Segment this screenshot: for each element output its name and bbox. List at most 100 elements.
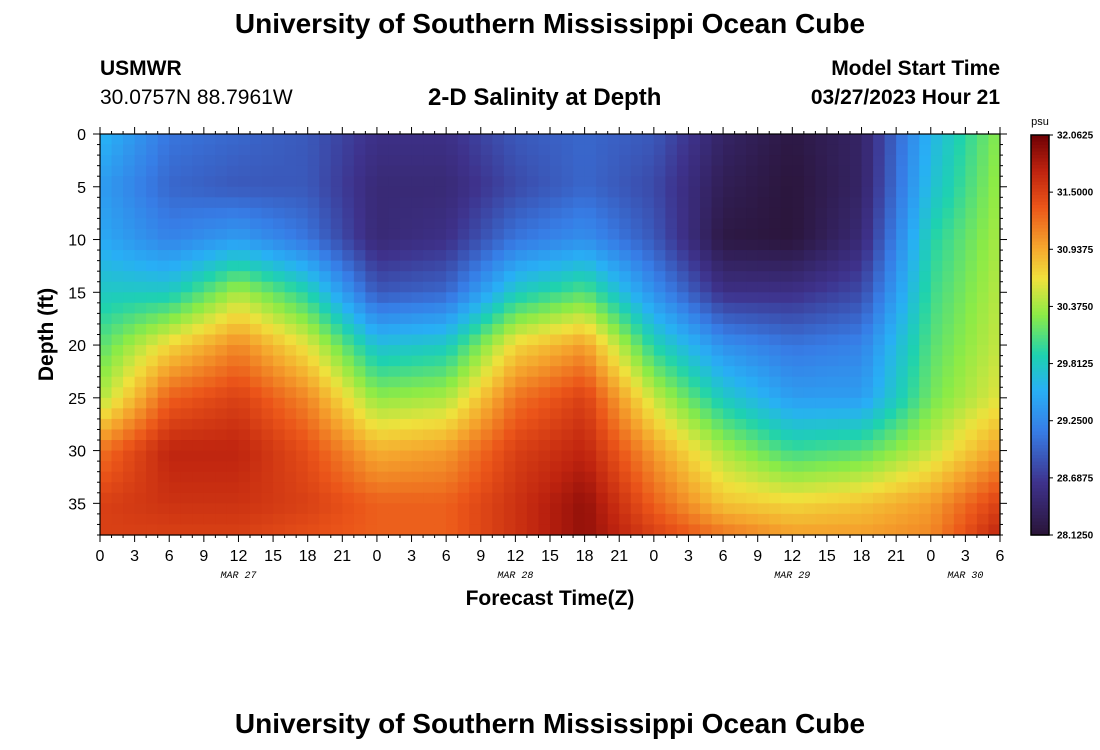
heatmap-cell [284, 418, 297, 431]
heatmap-cell [873, 440, 886, 452]
colorbar-segment [1031, 531, 1049, 536]
heatmap-cell [942, 450, 955, 462]
heatmap-cell [203, 197, 216, 209]
heatmap-cell [250, 197, 263, 209]
heatmap-cell [192, 228, 205, 241]
heatmap-cell [296, 513, 309, 526]
heatmap-cell [723, 250, 736, 262]
heatmap-cell [642, 376, 655, 388]
heatmap-cell [642, 271, 655, 283]
heatmap-cell [423, 271, 436, 283]
heatmap-cell [665, 313, 678, 325]
heatmap-cell [157, 482, 170, 494]
heatmap-cell [526, 376, 540, 388]
heatmap-cell [826, 334, 840, 346]
heatmap-cell [446, 186, 459, 198]
heatmap-cell [434, 471, 447, 483]
heatmap-cell [388, 366, 401, 378]
heatmap-cell [353, 376, 366, 388]
heatmap-cell [538, 197, 551, 209]
heatmap-cell [226, 155, 240, 167]
heatmap-cell [134, 302, 147, 314]
heatmap-cell [619, 165, 632, 177]
heatmap-cell [861, 228, 874, 241]
heatmap-cell [942, 376, 955, 388]
heatmap-cell [192, 503, 205, 515]
heatmap-cell [676, 450, 690, 462]
heatmap-cell [942, 513, 955, 526]
heatmap-cell [480, 313, 493, 325]
heatmap-cell [746, 355, 759, 367]
heatmap-cell [976, 334, 990, 346]
heatmap-cell [988, 144, 1001, 156]
heatmap-cell [526, 418, 540, 431]
heatmap-cell [757, 376, 770, 388]
heatmap-cell [503, 376, 516, 388]
heatmap-cell [261, 292, 274, 304]
heatmap-cell [157, 176, 170, 188]
heatmap-cell [930, 482, 943, 494]
heatmap-cell [757, 186, 770, 198]
heatmap-cell [584, 250, 597, 262]
heatmap-cell [988, 281, 1001, 293]
heatmap-cell [826, 450, 840, 462]
heatmap-cell [134, 228, 147, 241]
heatmap-cell [434, 355, 447, 367]
heatmap-cell [826, 482, 840, 494]
heatmap-cell [688, 250, 701, 262]
heatmap-cell [873, 313, 886, 325]
heatmap-cell [596, 228, 609, 241]
heatmap-cell [919, 207, 932, 220]
heatmap-cell [423, 281, 436, 293]
heatmap-cell [342, 239, 355, 251]
station-coordinates: 30.0757N 88.7961W [100, 86, 293, 109]
heatmap-cell [307, 281, 320, 293]
heatmap-cell [884, 482, 897, 494]
heatmap-cell [723, 165, 736, 177]
heatmap-cell [376, 197, 390, 209]
heatmap-cell [561, 461, 574, 473]
colorbar-segment [1031, 471, 1049, 476]
heatmap-cell [111, 429, 124, 441]
heatmap-cell [907, 292, 920, 304]
heatmap-cell [330, 271, 343, 283]
heatmap-cell [111, 345, 124, 357]
heatmap-cell [296, 450, 309, 462]
heatmap-cell [792, 144, 805, 156]
heatmap-cell [434, 250, 447, 262]
heatmap-cell [307, 292, 320, 304]
heatmap-cell [123, 292, 136, 304]
heatmap-cell [261, 492, 274, 504]
heatmap-cell [676, 165, 690, 177]
heatmap-cell [169, 366, 182, 378]
heatmap-cell [573, 207, 586, 220]
heatmap-cell [850, 302, 863, 314]
heatmap-cell [665, 503, 678, 515]
heatmap-cell [550, 239, 563, 251]
heatmap-cell [630, 134, 643, 146]
heatmap-cell [700, 376, 713, 388]
heatmap-cell [284, 440, 297, 452]
heatmap-cell [711, 186, 724, 198]
heatmap-cell [376, 387, 390, 399]
heatmap-cell [976, 397, 990, 409]
heatmap-cell [273, 450, 286, 462]
heatmap-cell [203, 397, 216, 409]
heatmap-cell [388, 239, 401, 251]
heatmap-cell [653, 471, 666, 483]
heatmap-cell [734, 334, 747, 346]
heatmap-cell [780, 260, 793, 272]
heatmap-cell [273, 513, 286, 526]
heatmap-cell [550, 345, 563, 357]
heatmap-cell [711, 165, 724, 177]
heatmap-cell [226, 186, 240, 198]
heatmap-cell [550, 513, 563, 526]
heatmap-cell [838, 302, 851, 314]
colorbar-segment [1031, 488, 1049, 493]
heatmap-cell [365, 461, 378, 473]
heatmap-cell [238, 250, 251, 262]
heatmap-cell [319, 134, 332, 146]
heatmap-cell [780, 197, 793, 209]
heatmap-cell [884, 334, 897, 346]
